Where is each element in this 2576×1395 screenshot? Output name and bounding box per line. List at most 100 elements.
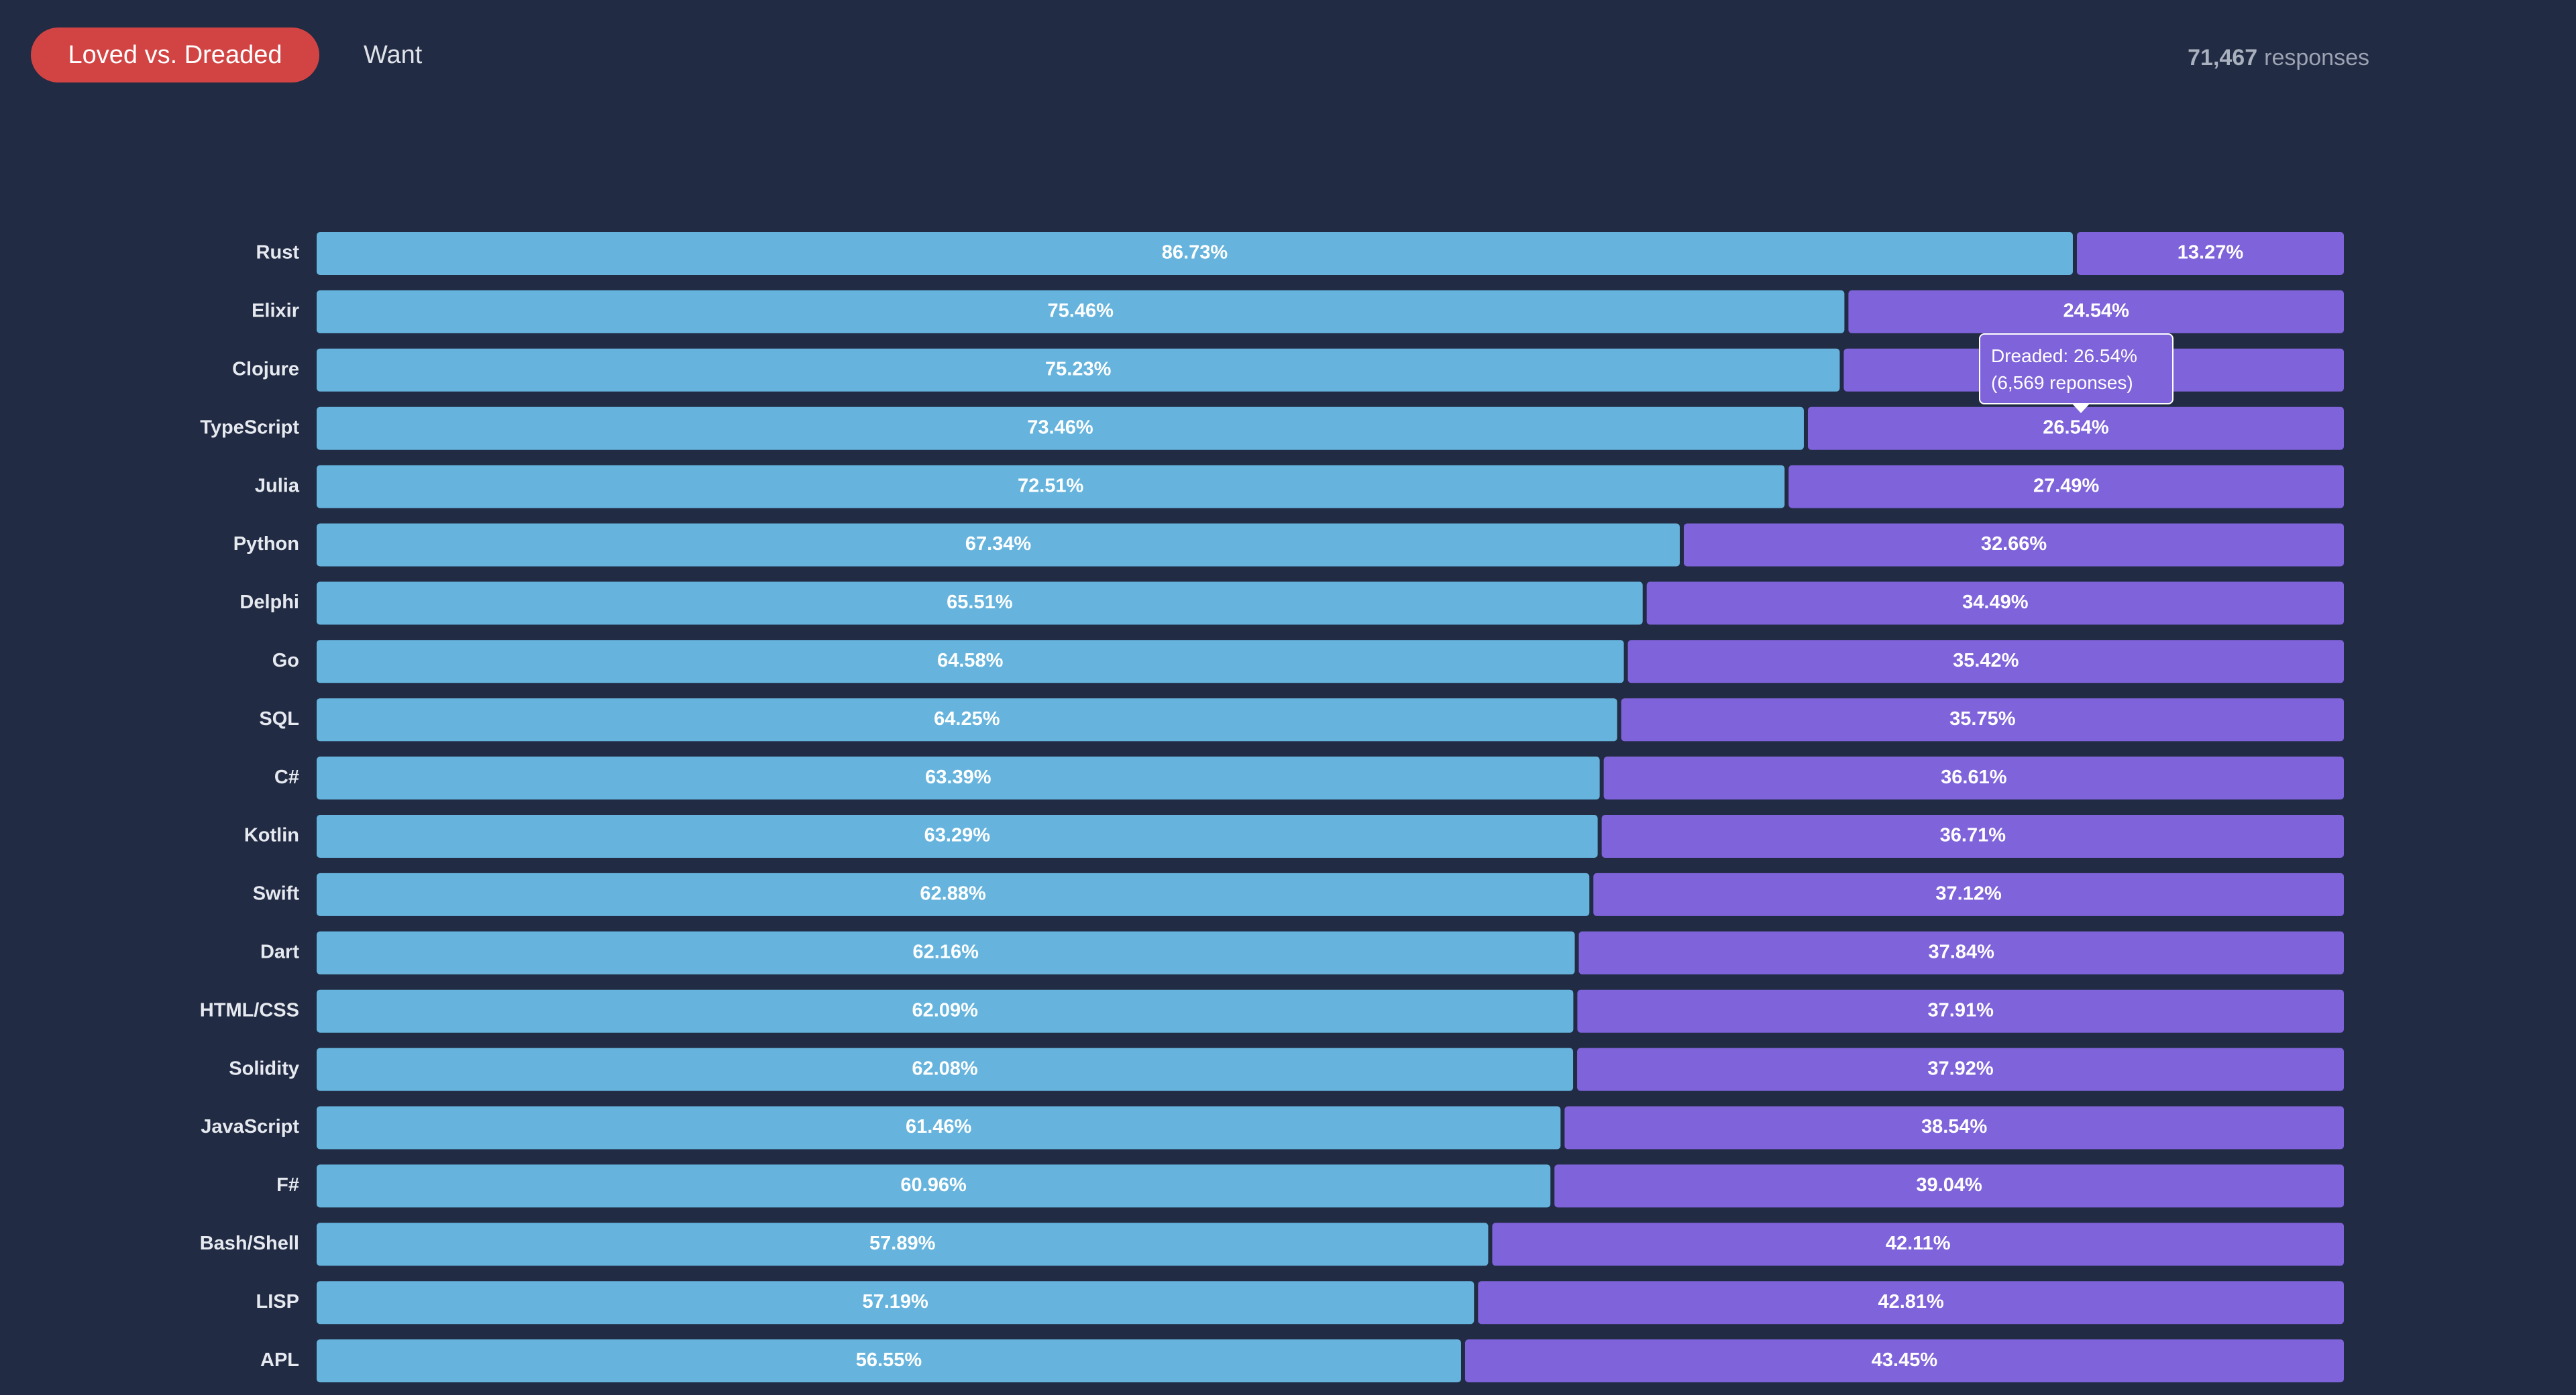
dreaded-bar-dart[interactable] — [1578, 931, 2344, 974]
dreaded-tooltip: Dreaded: 26.54% (6,569 reponses) — [1979, 333, 2174, 413]
dreaded-value-label-solidity: 37.92% — [1927, 1058, 1994, 1079]
loved-value-label-javascript: 61.46% — [906, 1116, 972, 1137]
loved-value-label-solidity: 62.08% — [912, 1058, 978, 1079]
dreaded-value-label-c: 36.61% — [1941, 767, 2007, 788]
loved-value-label-bash-shell: 57.89% — [869, 1233, 936, 1254]
loved-bar-swift[interactable] — [317, 873, 1590, 916]
loved-bar-javascript[interactable] — [317, 1106, 1561, 1150]
dreaded-value-label-sql: 35.75% — [1949, 708, 2016, 730]
loved-value-label-c: 63.39% — [925, 767, 991, 788]
dreaded-bar-html-css[interactable] — [1577, 989, 2344, 1033]
category-label-html-css: HTML/CSS — [200, 999, 299, 1021]
dreaded-value-label-julia: 27.49% — [2033, 475, 2100, 496]
dreaded-value-label-delphi: 34.49% — [1962, 592, 2029, 613]
dreaded-bar-rust[interactable] — [2076, 232, 2344, 275]
loved-value-label-sql: 64.25% — [934, 708, 1000, 730]
loved-value-label-html-css: 62.09% — [912, 999, 979, 1021]
loved-value-label-kotlin: 63.29% — [924, 825, 991, 846]
dreaded-bar-bash-shell[interactable] — [1492, 1223, 2344, 1266]
dreaded-bar-solidity[interactable] — [1577, 1048, 2344, 1091]
category-label-sql: SQL — [259, 708, 299, 730]
category-label-lisp: LISP — [256, 1291, 299, 1313]
tab-want[interactable]: Want — [364, 40, 423, 69]
category-label-delphi: Delphi — [239, 592, 299, 613]
dreaded-bar-typescript[interactable] — [1807, 406, 2344, 450]
loved-bar-typescript[interactable] — [317, 406, 1804, 450]
dreaded-value-label-python: 32.66% — [1981, 533, 2047, 555]
loved-value-label-clojure: 75.23% — [1045, 358, 1112, 380]
dreaded-value-label-kotlin: 36.71% — [1940, 825, 2006, 846]
dreaded-value-label-apl: 43.45% — [1872, 1349, 1938, 1371]
dreaded-bar-julia[interactable] — [1788, 465, 2344, 508]
loved-bar-c[interactable] — [317, 757, 1600, 800]
loved-value-label-lisp: 57.19% — [862, 1291, 928, 1313]
loved-value-label-elixir: 75.46% — [1048, 300, 1114, 322]
loved-value-label-julia: 72.51% — [1018, 475, 1084, 496]
loved-bar-julia[interactable] — [317, 465, 1785, 508]
responses-label: responses — [2264, 44, 2369, 70]
category-label-typescript: TypeScript — [200, 416, 299, 438]
loved-bar-rust[interactable] — [317, 232, 2073, 275]
category-label-julia: Julia — [255, 475, 300, 496]
dreaded-bar-swift[interactable] — [1593, 873, 2344, 916]
loved-bar-html-css[interactable] — [317, 989, 1574, 1033]
responses-number: 71,467 — [2188, 44, 2258, 70]
dreaded-value-label-lisp: 42.81% — [1878, 1291, 1944, 1313]
category-label-f: F# — [276, 1174, 299, 1196]
category-label-dart: Dart — [260, 941, 299, 962]
loved-value-label-dart: 62.16% — [913, 941, 979, 962]
dreaded-value-label-elixir: 24.54% — [2063, 300, 2130, 322]
loved-bar-clojure[interactable] — [317, 348, 1840, 392]
category-label-swift: Swift — [253, 883, 300, 905]
category-label-clojure: Clojure — [232, 358, 299, 380]
loved-bar-go[interactable] — [317, 640, 1624, 683]
category-label-c: C# — [274, 767, 299, 788]
view-tabs: Loved vs. Dreaded Want — [31, 27, 443, 82]
loved-bar-solidity[interactable] — [317, 1048, 1574, 1091]
loved-bar-elixir[interactable] — [317, 290, 1845, 333]
loved-bar-apl[interactable] — [317, 1339, 1461, 1383]
dreaded-value-label-f: 39.04% — [1916, 1174, 1982, 1196]
category-label-apl: APL — [260, 1349, 299, 1371]
loved-value-label-rust: 86.73% — [1162, 242, 1228, 264]
dreaded-bar-go[interactable] — [1627, 640, 2344, 683]
category-label-kotlin: Kotlin — [244, 825, 299, 846]
dreaded-value-label-bash-shell: 42.11% — [1886, 1233, 1951, 1254]
loved-bar-dart[interactable] — [317, 931, 1575, 974]
loved-bar-delphi[interactable] — [317, 581, 1643, 625]
loved-bar-python[interactable] — [317, 523, 1680, 567]
dreaded-bar-lisp[interactable] — [1478, 1281, 2344, 1325]
dreaded-value-label-go: 35.42% — [1953, 650, 2019, 671]
loved-value-label-apl: 56.55% — [856, 1349, 922, 1371]
tab-loved-vs-dreaded[interactable]: Loved vs. Dreaded — [31, 27, 319, 82]
category-label-python: Python — [233, 533, 299, 555]
dreaded-bar-elixir[interactable] — [1848, 290, 2344, 333]
dreaded-bar-f[interactable] — [1554, 1164, 2344, 1208]
dreaded-bar-c[interactable] — [1603, 757, 2344, 800]
loved-bar-bash-shell[interactable] — [317, 1223, 1489, 1266]
dreaded-bar-delphi[interactable] — [1646, 581, 2344, 625]
dreaded-value-label-typescript: 26.54% — [2043, 416, 2109, 438]
loved-bar-kotlin[interactable] — [317, 815, 1598, 858]
dreaded-value-label-dart: 37.84% — [1929, 941, 1995, 962]
dreaded-bar-javascript[interactable] — [1564, 1106, 2344, 1150]
loved-bar-f[interactable] — [317, 1164, 1551, 1208]
dreaded-value-label-swift: 37.12% — [1935, 883, 2002, 905]
loved-value-label-go: 64.58% — [937, 650, 1004, 671]
dreaded-bar-apl[interactable] — [1464, 1339, 2344, 1383]
dreaded-bar-sql[interactable] — [1621, 698, 2344, 742]
dreaded-value-label-html-css: 37.91% — [1928, 999, 1994, 1021]
loved-value-label-f: 60.96% — [900, 1174, 967, 1196]
category-label-bash-shell: Bash/Shell — [200, 1233, 299, 1254]
loved-bar-lisp[interactable] — [317, 1281, 1474, 1325]
dreaded-bar-kotlin[interactable] — [1601, 815, 2344, 858]
category-label-go: Go — [272, 650, 299, 671]
dreaded-value-label-rust: 13.27% — [2178, 242, 2244, 264]
loved-bar-sql[interactable] — [317, 698, 1617, 742]
category-label-elixir: Elixir — [252, 300, 299, 322]
responses-count: 71,467 responses — [2188, 38, 2369, 78]
tooltip-line-1: Dreaded: 26.54% — [1991, 345, 2137, 366]
dreaded-bar-python[interactable] — [1684, 523, 2344, 567]
